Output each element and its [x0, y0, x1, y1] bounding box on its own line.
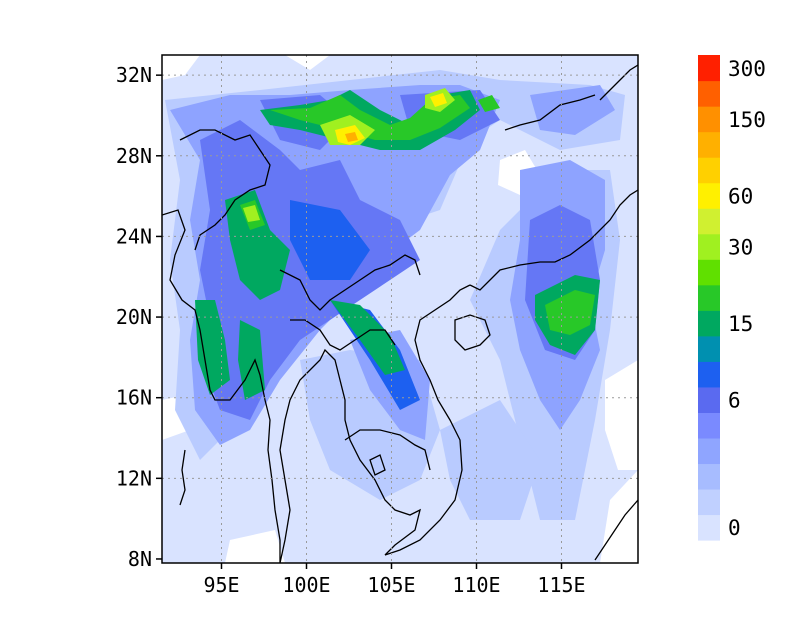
graticule [162, 55, 638, 563]
plot-frame [161, 54, 639, 564]
colorbar-swatch [698, 259, 720, 286]
border-line [179, 129, 271, 251]
lat-tick-label: 32N [116, 63, 152, 87]
colorbar-swatch [698, 488, 720, 516]
border-line [369, 454, 386, 476]
lat-tick-label: 8N [128, 547, 152, 571]
lat-tick-label: 16N [116, 386, 152, 410]
colorbar-swatch [698, 233, 720, 260]
lon-tick-label: 95E [203, 573, 239, 597]
no-data-gap [162, 55, 200, 80]
colorbar-label: 60 [728, 184, 753, 208]
field-level-6 [270, 95, 470, 140]
border-line [290, 319, 396, 351]
colorbar-swatch [698, 157, 720, 184]
lat-tick-label: 20N [116, 305, 152, 329]
colorbar-swatch [698, 131, 720, 158]
colorbar-swatch [698, 80, 720, 107]
field-level-5 [330, 300, 405, 375]
no-data-gap [600, 470, 638, 563]
field-level-5 [225, 190, 290, 300]
colorbar-swatch [698, 361, 720, 388]
border-line [162, 209, 281, 563]
field-level-4 [290, 200, 370, 280]
colorbar-swatch [698, 310, 720, 337]
field-level-8 [430, 93, 447, 107]
colorbar-swatch [698, 335, 720, 362]
field-level-6 [478, 95, 500, 112]
colorbar-swatch [698, 514, 720, 541]
border-line [279, 254, 421, 311]
colorbar-swatch [698, 55, 720, 82]
precipitation-field [162, 55, 638, 563]
no-data-gap [285, 55, 330, 70]
lon-tick-label: 100E [282, 573, 330, 597]
colorbar-swatch [698, 386, 720, 413]
colorbar-label: 300 [728, 57, 766, 81]
field-level-7 [243, 205, 260, 222]
border-line [594, 499, 638, 561]
border-line [279, 348, 421, 563]
field-level-6 [545, 290, 595, 335]
border-line [344, 429, 431, 471]
longitude-axis: 95E 100E 105E 110E 115E [203, 563, 586, 597]
field-level-5 [195, 300, 230, 395]
colorbar-swatch [698, 412, 720, 439]
colorbar-swatch [698, 208, 720, 235]
colorbar-swatch [698, 182, 720, 209]
colorbar-swatch [698, 284, 720, 311]
border-line [384, 284, 471, 556]
colorbar-swatch [698, 106, 720, 133]
field-level-2 [530, 85, 615, 135]
border-line [504, 94, 596, 131]
border-line [599, 64, 638, 101]
colorbar-swatch [698, 463, 720, 490]
colorbar-label: 15 [728, 312, 753, 336]
colorbar-label: 30 [728, 235, 753, 259]
lat-tick-label: 12N [116, 466, 152, 490]
lat-tick-label: 28N [116, 144, 152, 168]
no-data-gap [225, 530, 285, 563]
colorbar-label: 150 [728, 108, 766, 132]
colorbar-label: 0 [728, 516, 741, 540]
no-data-gap [605, 360, 638, 470]
colorbar-swatch [698, 437, 720, 465]
lat-tick-label: 24N [116, 224, 152, 248]
coastlines-and-borders [162, 64, 638, 563]
field-level-1 [440, 400, 540, 520]
lon-tick-label: 115E [537, 573, 585, 597]
lon-tick-label: 105E [367, 573, 415, 597]
latitude-axis: 32N 28N 24N 20N 16N 12N 8N [116, 63, 162, 571]
colorbar-label: 6 [728, 389, 741, 413]
lon-tick-label: 110E [452, 573, 500, 597]
border-line [469, 189, 638, 291]
border-line [454, 314, 491, 351]
field-level-9 [345, 132, 358, 142]
border-line [179, 449, 186, 506]
